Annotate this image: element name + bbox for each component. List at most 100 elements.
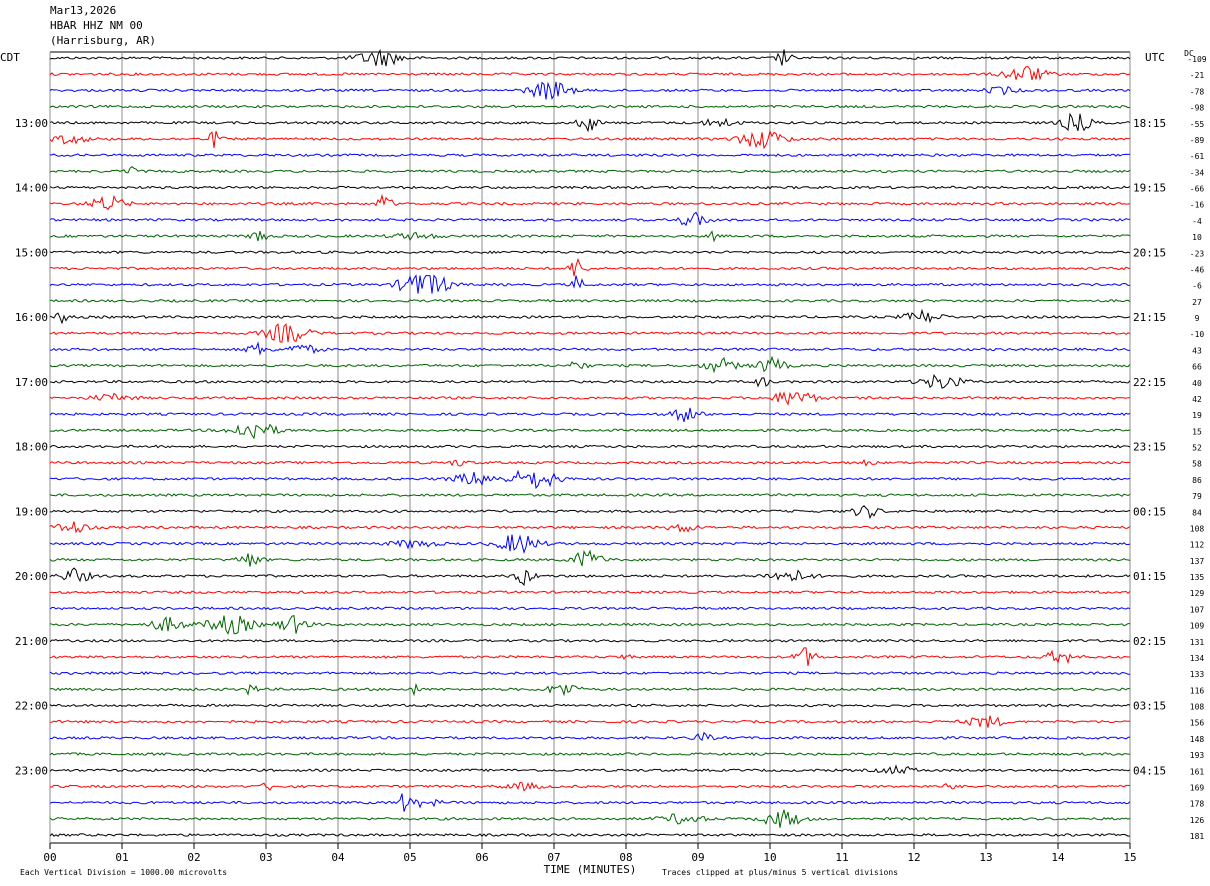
left-hour-label: 18:00	[15, 441, 48, 454]
x-tick-label: 14	[1051, 851, 1065, 864]
x-tick-label: 08	[619, 851, 632, 864]
dc-offset-label: 27	[1192, 298, 1202, 307]
x-axis-title: TIME (MINUTES)	[544, 863, 637, 876]
clipping-note: Traces clipped at plus/minus 5 vertical …	[662, 868, 898, 877]
right-hour-label: 02:15	[1133, 635, 1166, 648]
trace-30	[49, 534, 1131, 554]
x-tick-label: 12	[907, 851, 920, 864]
trace-48	[49, 833, 1131, 837]
trace-45	[49, 781, 1131, 792]
left-hour-label: 14:00	[15, 182, 48, 195]
trace-0	[49, 48, 1131, 67]
trace-13	[49, 257, 1131, 277]
dc-offset-label: -46	[1190, 265, 1205, 274]
dc-offset-label: 116	[1190, 686, 1205, 695]
trace-group	[49, 48, 1131, 837]
dc-offset-label: -109	[1187, 55, 1206, 64]
right-hour-label: 23:15	[1133, 441, 1166, 454]
right-hour-label: 22:15	[1133, 376, 1166, 389]
trace-36	[49, 638, 1131, 643]
dc-offset-label: -16	[1190, 201, 1205, 210]
vertical-division-note: Each Vertical Division = 1000.00 microvo…	[20, 868, 227, 877]
trace-26	[49, 469, 1131, 490]
trace-18	[49, 341, 1131, 356]
label-group: 00 01 02 03 04 05 06 07 08 09 10 11 12 13 14 15-109-21-…	[0, 49, 1207, 877]
right-hour-label: 04:15	[1133, 764, 1166, 777]
left-hour-label: 23:00	[15, 764, 48, 777]
left-hour-label: 19:00	[15, 505, 48, 518]
trace-46	[49, 793, 1131, 812]
x-tick-label: 13	[979, 851, 992, 864]
trace-3	[49, 104, 1131, 109]
trace-6	[50, 153, 1131, 157]
trace-17	[49, 323, 1131, 343]
trace-40	[49, 703, 1131, 708]
right-hour-label: 03:15	[1133, 700, 1166, 713]
dc-offset-label: 84	[1192, 508, 1202, 517]
trace-44	[49, 764, 1131, 775]
dc-offset-label: 43	[1192, 346, 1202, 355]
dc-offset-label: -10	[1190, 330, 1205, 339]
dc-header-label: DC	[1184, 49, 1194, 58]
trace-8	[49, 185, 1131, 190]
trace-38	[49, 671, 1130, 676]
trace-25	[49, 458, 1131, 467]
trace-1	[49, 66, 1131, 81]
right-hour-label: 00:15	[1133, 505, 1166, 518]
dc-offset-label: 19	[1192, 411, 1202, 420]
header-station: HBAR HHZ NM 00	[50, 19, 143, 32]
trace-35	[49, 614, 1130, 635]
dc-offset-label: 181	[1190, 832, 1205, 841]
dc-offset-label: 133	[1190, 670, 1205, 679]
dc-offset-label: 129	[1190, 589, 1205, 598]
header-date: Mar13,2026	[50, 4, 117, 17]
trace-24	[49, 444, 1131, 449]
dc-offset-label: -21	[1190, 71, 1205, 80]
right-hour-label: 01:15	[1133, 570, 1166, 583]
x-tick-label: 03	[259, 851, 272, 864]
x-tick-label: 02	[187, 851, 200, 864]
left-hour-label: 15:00	[15, 246, 48, 259]
dc-offset-label: 86	[1192, 476, 1202, 485]
header-location: (Harrisburg, AR)	[50, 34, 156, 47]
trace-41	[49, 715, 1131, 728]
trace-37	[49, 647, 1131, 666]
x-tick-label: 01	[115, 851, 128, 864]
trace-2	[49, 81, 1131, 101]
dc-offset-label: -34	[1190, 168, 1205, 177]
dc-offset-label: 126	[1190, 816, 1205, 825]
dc-offset-label: 148	[1190, 735, 1205, 744]
x-tick-label: 04	[331, 851, 345, 864]
trace-5	[49, 129, 1131, 150]
left-timezone-label: CDT	[0, 51, 20, 64]
trace-29	[49, 521, 1131, 534]
dc-offset-label: -61	[1190, 152, 1205, 161]
left-hour-label: 17:00	[15, 376, 48, 389]
x-tick-label: 15	[1123, 851, 1136, 864]
dc-offset-label: -89	[1190, 136, 1205, 145]
trace-33	[49, 590, 1131, 595]
trace-22	[49, 407, 1131, 423]
trace-11	[49, 230, 1131, 243]
trace-7	[49, 165, 1131, 174]
trace-32	[49, 567, 1131, 587]
x-tick-label: 05	[403, 851, 416, 864]
trace-15	[49, 298, 1131, 303]
dc-offset-label: 9	[1195, 314, 1200, 323]
dc-offset-label: 135	[1190, 573, 1205, 582]
trace-28	[50, 505, 1131, 520]
right-hour-label: 18:15	[1133, 117, 1166, 130]
dc-offset-label: 10	[1192, 233, 1202, 242]
dc-offset-label: -98	[1190, 104, 1205, 113]
dc-offset-label: 137	[1190, 557, 1205, 566]
left-hour-label: 16:00	[15, 311, 48, 324]
dc-offset-label: 134	[1190, 654, 1205, 663]
dc-offset-label: 156	[1190, 719, 1205, 728]
dc-offset-label: -6	[1192, 282, 1202, 291]
left-hour-label: 21:00	[15, 635, 48, 648]
dc-offset-label: 131	[1190, 638, 1205, 647]
dc-offset-label: 79	[1192, 492, 1202, 501]
x-tick-label: 11	[835, 851, 848, 864]
trace-12	[49, 250, 1131, 255]
